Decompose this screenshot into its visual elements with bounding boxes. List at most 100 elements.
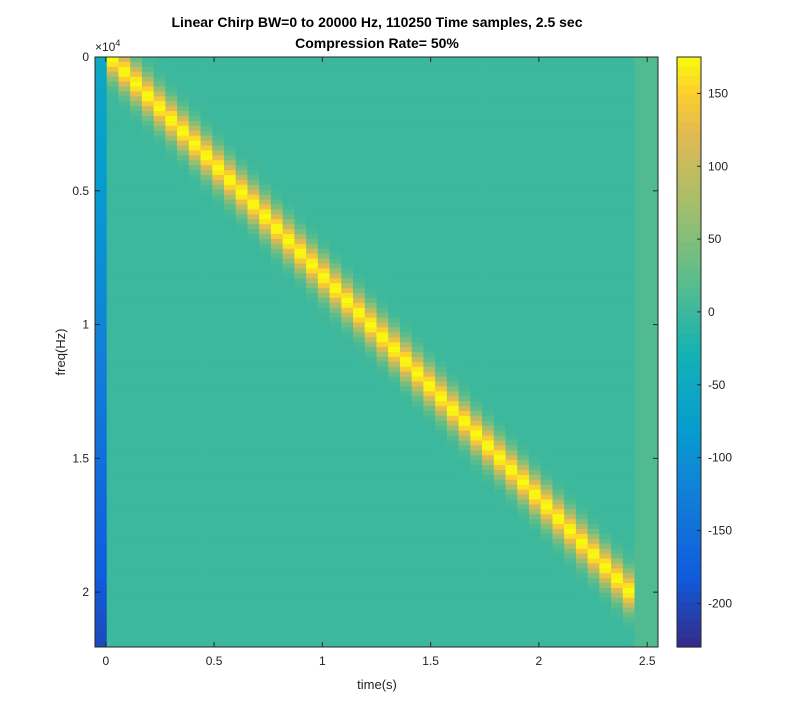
heatmap-cell xyxy=(106,332,120,338)
heatmap-cell xyxy=(505,130,518,137)
heatmap-cell xyxy=(564,61,577,68)
heatmap-cell xyxy=(317,111,331,117)
heatmap-cell xyxy=(482,160,495,166)
heatmap-cell xyxy=(317,268,331,274)
heatmap-cell xyxy=(235,504,249,510)
heatmap-cell xyxy=(188,234,202,240)
heatmap-cell xyxy=(528,86,542,93)
heatmap-cell xyxy=(388,248,401,255)
heatmap-cell xyxy=(435,622,448,628)
heatmap-cell xyxy=(188,504,202,510)
heatmap-cell xyxy=(376,617,389,624)
heatmap-cell xyxy=(505,578,518,584)
heatmap-cell xyxy=(411,179,425,186)
heatmap-cell xyxy=(458,455,471,461)
heatmap-cell xyxy=(341,307,354,314)
heatmap-cell xyxy=(353,578,366,584)
heatmap-cell xyxy=(118,509,131,515)
heatmap-cell xyxy=(493,125,507,132)
heatmap-cell xyxy=(235,538,249,545)
heatmap-cell xyxy=(435,248,448,255)
heatmap-cell xyxy=(188,583,202,589)
heatmap-cell xyxy=(224,322,237,329)
heatmap-cell xyxy=(458,533,471,540)
heatmap-cell xyxy=(95,111,108,117)
heatmap-cell xyxy=(517,396,530,402)
heatmap-cell xyxy=(118,120,131,127)
heatmap-cell xyxy=(118,184,131,191)
heatmap-cell xyxy=(317,194,331,201)
heatmap-cell xyxy=(118,465,131,471)
heatmap-cell xyxy=(235,219,249,225)
heatmap-cell xyxy=(317,583,331,589)
heatmap-cell xyxy=(411,538,425,545)
heatmap-cell xyxy=(517,352,530,358)
heatmap-cell xyxy=(95,386,108,392)
heatmap-cell xyxy=(470,175,483,181)
heatmap-cell xyxy=(282,297,295,304)
heatmap-cell xyxy=(294,204,307,211)
heatmap-cell xyxy=(341,342,354,348)
heatmap-cell xyxy=(388,342,401,348)
heatmap-cell xyxy=(317,278,331,284)
heatmap-cell xyxy=(130,578,143,584)
heatmap-cell xyxy=(141,312,155,319)
heatmap-cell xyxy=(411,170,425,176)
heatmap-cell xyxy=(517,597,530,604)
heatmap-cell xyxy=(235,209,249,215)
heatmap-cell xyxy=(235,607,249,614)
heatmap-cell xyxy=(141,529,155,535)
heatmap-cell xyxy=(294,199,307,206)
heatmap-cell xyxy=(224,101,237,107)
heatmap-cell xyxy=(388,489,401,496)
heatmap-cell xyxy=(482,514,495,520)
heatmap-cell xyxy=(294,356,307,363)
heatmap-cell xyxy=(564,361,577,368)
heatmap-cell xyxy=(317,297,331,304)
heatmap-cell xyxy=(505,76,518,83)
heatmap-cell xyxy=(564,509,577,515)
heatmap-cell xyxy=(388,474,401,481)
heatmap-cell xyxy=(294,66,307,73)
heatmap-cell xyxy=(212,568,225,574)
heatmap-cell xyxy=(540,243,554,250)
heatmap-cell xyxy=(153,101,166,107)
heatmap-cell xyxy=(458,499,471,506)
heatmap-cell xyxy=(552,91,565,97)
heatmap-cell xyxy=(482,573,495,579)
heatmap-cell xyxy=(482,509,495,515)
heatmap-cell xyxy=(517,499,530,506)
heatmap-cell xyxy=(517,160,530,166)
heatmap-cell xyxy=(282,150,295,156)
heatmap-cell xyxy=(306,116,319,122)
heatmap-cell xyxy=(95,588,108,594)
heatmap-cell xyxy=(564,622,577,628)
heatmap-cell xyxy=(458,489,471,496)
heatmap-cell xyxy=(165,568,178,574)
heatmap-cell xyxy=(458,479,471,486)
heatmap-cell xyxy=(470,199,483,206)
heatmap-cell xyxy=(282,302,295,309)
heatmap-cell xyxy=(247,637,260,643)
heatmap-cell xyxy=(575,145,589,152)
heatmap-cell xyxy=(505,243,518,250)
heatmap-cell xyxy=(341,627,354,633)
heatmap-cell xyxy=(200,293,213,299)
heatmap-cell xyxy=(388,411,401,417)
heatmap-cell xyxy=(153,165,166,171)
heatmap-cell xyxy=(165,243,178,250)
heatmap-cell xyxy=(353,543,366,550)
heatmap-cell xyxy=(564,170,577,176)
heatmap-cell xyxy=(517,484,530,491)
heatmap-cell xyxy=(212,642,225,647)
heatmap-cell xyxy=(106,170,120,176)
heatmap-cell xyxy=(411,209,425,215)
heatmap-cell xyxy=(446,356,460,363)
heatmap-cell xyxy=(200,484,213,491)
heatmap-cell xyxy=(282,307,295,314)
heatmap-cell xyxy=(259,194,272,201)
heatmap-cell xyxy=(493,455,507,461)
heatmap-cell xyxy=(552,160,565,166)
heatmap-cell xyxy=(200,361,213,368)
heatmap-cell xyxy=(376,509,389,515)
